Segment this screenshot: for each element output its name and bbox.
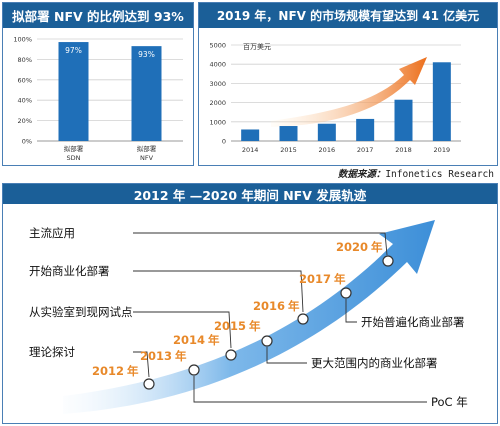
data-source: 数据来源：Infonetics Research [338, 166, 494, 180]
year-number: 2015 [214, 319, 246, 333]
y-tick-label: 0% [22, 138, 32, 146]
milestone-label: 从实验室到现网试点 [29, 305, 133, 319]
leader-line [133, 270, 304, 313]
y-tick-label: 60% [18, 76, 32, 84]
year-label: 2015 年 [214, 319, 261, 333]
milestone-label: 开始普遍化商业部署 [361, 315, 465, 329]
nfv-timeline-panel: 2012 年 —2020 年期间 NFV 发展轨迹 主流应用开始商业化部署从实验… [2, 183, 498, 424]
unit-label: 百万美元 [243, 42, 271, 51]
bar [317, 123, 336, 141]
growth-arrow [271, 57, 427, 127]
year-number: 2012 [92, 364, 124, 378]
year-number: 2020 [336, 240, 368, 254]
x-tick-label: 拟部署 [64, 144, 84, 153]
x-tick-label: 2016 [319, 146, 336, 154]
year-suffix: 年 [175, 349, 187, 363]
y-tick-label: 20% [18, 117, 32, 125]
bar [131, 46, 162, 141]
timeline-node [340, 287, 352, 299]
x-tick-label: NFV [140, 154, 154, 162]
year-suffix: 年 [288, 299, 300, 313]
year-number: 2016 [253, 299, 285, 313]
year-suffix: 年 [208, 333, 220, 347]
x-tick-label: 2015 [280, 146, 297, 154]
leader-line [266, 347, 307, 364]
y-tick-label: 0 [222, 138, 226, 146]
y-tick-label: 3000 [209, 80, 226, 88]
deployment-ratio-title: 拟部署 NFV 的比例达到 93% [3, 3, 193, 28]
bar [241, 129, 260, 141]
data-label: 93% [138, 50, 155, 59]
y-tick-label: 5000 [209, 42, 226, 50]
year-suffix: 年 [249, 319, 261, 333]
timeline-title: 2012 年 —2020 年期间 NFV 发展轨迹 [3, 184, 497, 204]
x-tick-label: 拟部署 [137, 144, 157, 153]
market-size-chart: 0 1000 2000 3000 4000 5000 百万美元 2014 2015 2016 201… [209, 42, 461, 154]
year-number: 2017 [299, 272, 331, 286]
timeline-node [261, 335, 273, 347]
milestone-label: 更大范围内的商业化部署 [311, 356, 438, 370]
leader-line [345, 299, 357, 323]
bar [432, 62, 451, 141]
year-label: 2013 年 [140, 349, 187, 363]
year-label: 2017 年 [299, 272, 346, 286]
year-label: 2020 年 [336, 240, 383, 254]
bar [356, 118, 375, 141]
timeline-arrow [63, 220, 435, 414]
bar [394, 99, 413, 141]
year-number: 2013 [140, 349, 172, 363]
timeline-node [143, 378, 155, 390]
milestone-label: 开始商业化部署 [29, 264, 110, 278]
x-tick-label: 2014 [242, 146, 259, 154]
y-tick-label: 1000 [209, 118, 226, 126]
milestone-label: 理论探讨 [29, 345, 75, 359]
timeline-node [225, 349, 237, 361]
leader-line [133, 232, 388, 256]
y-tick-label: 4000 [209, 61, 226, 69]
x-tick-label: SDN [67, 154, 81, 162]
year-label: 2012 年 [92, 364, 139, 378]
y-tick-label: 40% [18, 97, 32, 105]
deployment-ratio-panel: 拟部署 NFV 的比例达到 93% 0% 20% 40% 60% 80% 100% 97% 拟… [2, 2, 194, 166]
data-source-text: Infonetics Research [385, 169, 494, 180]
y-tick-label: 100% [13, 36, 32, 44]
milestone-label: 主流应用 [29, 226, 75, 240]
timeline-node [297, 313, 309, 325]
x-tick-label: 2019 [434, 146, 451, 154]
leader-line [133, 351, 150, 378]
year-number: 2014 [173, 333, 205, 347]
year-label: 2016 年 [253, 299, 300, 313]
market-size-title: 2019 年，NFV 的市场规模有望达到 41 亿美元 [199, 3, 497, 28]
y-tick-label: 80% [18, 56, 32, 64]
leader-line [133, 311, 232, 349]
year-suffix: 年 [127, 364, 139, 378]
timeline-node [382, 255, 394, 267]
year-suffix: 年 [334, 272, 346, 286]
leader-line [193, 376, 427, 403]
x-tick-label: 2018 [395, 146, 412, 154]
timeline-node [188, 364, 200, 376]
data-source-label: 数据来源： [337, 169, 386, 180]
bar [58, 42, 89, 142]
market-size-panel: 2019 年，NFV 的市场规模有望达到 41 亿美元 0 1000 2000 300… [198, 2, 498, 166]
data-label: 97% [65, 46, 82, 55]
year-label: 2014 年 [173, 333, 220, 347]
bar [279, 126, 298, 141]
year-suffix: 年 [371, 240, 383, 254]
x-tick-label: 2017 [357, 146, 374, 154]
y-tick-label: 2000 [209, 99, 226, 107]
milestone-label: PoC 年 [431, 395, 468, 409]
